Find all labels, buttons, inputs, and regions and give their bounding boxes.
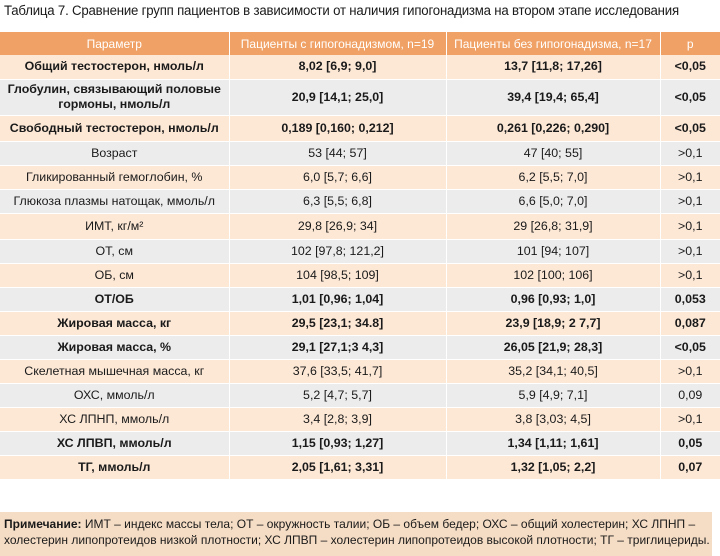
- table-row: Жировая масса, % 29,1 [27,1;3 4,3] 26,05 […: [0, 335, 720, 360]
- table-row: Общий тестостерон, нмоль/л 8,02 [6,9; 9,0…: [0, 55, 720, 80]
- cell-parameter: Скелетная мышечная масса, кг: [0, 359, 230, 384]
- cell-hypogonadism: 8,02 [6,9; 9,0]: [229, 55, 447, 80]
- cell-p-value: >0,1: [660, 359, 720, 384]
- cell-hypogonadism: 20,9 [14,1; 25,0]: [229, 79, 447, 116]
- cell-parameter: ОТ/ОБ: [0, 287, 230, 312]
- cell-p-value: <0,05: [660, 335, 720, 360]
- column-header-parameter: Параметр: [0, 32, 230, 55]
- cell-p-value: 0,087: [660, 311, 720, 336]
- cell-hypogonadism: 5,2 [4,7; 5,7]: [229, 383, 447, 408]
- table-row: ОХС, ммоль/л 5,2 [4,7; 5,7] 5,9 [4,9; 7,1]…: [0, 383, 720, 408]
- cell-parameter: ОХС, ммоль/л: [0, 383, 230, 408]
- cell-p-value: >0,1: [660, 213, 720, 240]
- cell-no-hypogonadism: 3,8 [3,03; 4,5]: [446, 407, 661, 432]
- cell-hypogonadism: 1,01 [0,96; 1,04]: [229, 287, 447, 312]
- table-row: ХС ЛПНП, ммоль/л 3,4 [2,8; 3,9] 3,8 [3,03;…: [0, 407, 720, 432]
- cell-p-value: >0,1: [660, 407, 720, 432]
- cell-p-value: <0,05: [660, 115, 720, 142]
- cell-hypogonadism: 29,5 [23,1; 34.8]: [229, 311, 447, 336]
- cell-hypogonadism: 0,189 [0,160; 0,212]: [229, 115, 447, 142]
- cell-no-hypogonadism: 5,9 [4,9; 7,1]: [446, 383, 661, 408]
- table-title: Таблица 7. Сравнение групп пациентов в з…: [4, 3, 679, 19]
- cell-no-hypogonadism: 101 [94; 107]: [446, 239, 661, 264]
- table-row: ОТ/ОБ 1,01 [0,96; 1,04] 0,96 [0,93; 1,0] 0,…: [0, 287, 720, 312]
- cell-p-value: >0,1: [660, 189, 720, 214]
- cell-hypogonadism: 6,3 [5,5; 6,8]: [229, 189, 447, 214]
- column-header-hypogonadism: Пациенты с гипогонадизмом, n=19: [229, 32, 447, 55]
- cell-no-hypogonadism: 0,96 [0,93; 1,0]: [446, 287, 661, 312]
- cell-no-hypogonadism: 35,2 [34,1; 40,5]: [446, 359, 661, 384]
- cell-parameter: ТГ, ммоль/л: [0, 455, 230, 480]
- cell-hypogonadism: 6,0 [5,7; 6,6]: [229, 165, 447, 190]
- cell-parameter: Свободный тестостерон, нмоль/л: [0, 115, 230, 142]
- cell-parameter: Жировая масса, %: [0, 335, 230, 360]
- table-header-row: Параметр Пациенты с гипогонадизмом, n=19…: [0, 32, 720, 55]
- cell-no-hypogonadism: 39,4 [19,4; 65,4]: [446, 79, 661, 116]
- cell-parameter: ХС ЛПНП, ммоль/л: [0, 407, 230, 432]
- table-row: ТГ, ммоль/л 2,05 [1,61; 3,31] 1,32 [1,05; …: [0, 455, 720, 480]
- cell-p-value: 0,07: [660, 455, 720, 480]
- table-row: Жировая масса, кг 29,5 [23,1; 34.8] 23,9 […: [0, 311, 720, 336]
- cell-p-value: >0,1: [660, 239, 720, 264]
- table-body: Общий тестостерон, нмоль/л 8,02 [6,9; 9,0…: [0, 55, 720, 480]
- cell-hypogonadism: 3,4 [2,8; 3,9]: [229, 407, 447, 432]
- cell-parameter: Глюкоза плазмы натощак, ммоль/л: [0, 189, 230, 214]
- comparison-table: Параметр Пациенты с гипогонадизмом, n=19…: [0, 32, 720, 480]
- table-row: ОБ, см 104 [98,5; 109] 102 [100; 106] >0,1: [0, 263, 720, 288]
- table-row: Глобулин, связывающий половые гормоны, н…: [0, 79, 720, 116]
- cell-no-hypogonadism: 29 [26,8; 31,9]: [446, 213, 661, 240]
- table-row: ИМТ, кг/м² 29,8 [26,9; 34] 29 [26,8; 31,9]…: [0, 213, 720, 240]
- cell-parameter: ОБ, см: [0, 263, 230, 288]
- cell-hypogonadism: 2,05 [1,61; 3,31]: [229, 455, 447, 480]
- cell-hypogonadism: 1,15 [0,93; 1,27]: [229, 431, 447, 456]
- cell-parameter: ОТ, см: [0, 239, 230, 264]
- cell-p-value: 0,053: [660, 287, 720, 312]
- table-row: Гликированный гемоглобин, % 6,0 [5,7; 6,6…: [0, 165, 720, 190]
- cell-no-hypogonadism: 23,9 [18,9; 2 7,7]: [446, 311, 661, 336]
- cell-hypogonadism: 104 [98,5; 109]: [229, 263, 447, 288]
- cell-parameter: ИМТ, кг/м²: [0, 213, 230, 240]
- note-text: ИМТ – индекс массы тела; ОТ – окружность…: [4, 517, 710, 547]
- cell-parameter: Жировая масса, кг: [0, 311, 230, 336]
- cell-p-value: <0,05: [660, 55, 720, 80]
- table-note: Примечание: ИМТ – индекс массы тела; ОТ …: [0, 512, 712, 556]
- cell-no-hypogonadism: 102 [100; 106]: [446, 263, 661, 288]
- cell-hypogonadism: 29,8 [26,9; 34]: [229, 213, 447, 240]
- cell-hypogonadism: 53 [44; 57]: [229, 141, 447, 166]
- note-label: Примечание:: [4, 517, 82, 531]
- cell-no-hypogonadism: 47 [40; 55]: [446, 141, 661, 166]
- column-header-no-hypogonadism: Пациенты без гипогонадизма, n=17: [446, 32, 661, 55]
- cell-hypogonadism: 37,6 [33,5; 41,7]: [229, 359, 447, 384]
- column-header-p-value: p: [660, 32, 720, 55]
- table-row: Скелетная мышечная масса, кг 37,6 [33,5; …: [0, 359, 720, 384]
- cell-p-value: <0,05: [660, 79, 720, 116]
- cell-hypogonadism: 29,1 [27,1;3 4,3]: [229, 335, 447, 360]
- table-row: ХС ЛПВП, ммоль/л 1,15 [0,93; 1,27] 1,34 [1…: [0, 431, 720, 456]
- cell-p-value: 0,05: [660, 431, 720, 456]
- cell-no-hypogonadism: 6,6 [5,0; 7,0]: [446, 189, 661, 214]
- cell-no-hypogonadism: 1,34 [1,11; 1,61]: [446, 431, 661, 456]
- cell-no-hypogonadism: 1,32 [1,05; 2,2]: [446, 455, 661, 480]
- cell-parameter: Возраст: [0, 141, 230, 166]
- cell-p-value: 0,09: [660, 383, 720, 408]
- table-row: Свободный тестостерон, нмоль/л 0,189 [0,1…: [0, 115, 720, 142]
- cell-p-value: >0,1: [660, 165, 720, 190]
- cell-parameter: Гликированный гемоглобин, %: [0, 165, 230, 190]
- cell-no-hypogonadism: 0,261 [0,226; 0,290]: [446, 115, 661, 142]
- cell-no-hypogonadism: 13,7 [11,8; 17,26]: [446, 55, 661, 80]
- cell-hypogonadism: 102 [97,8; 121,2]: [229, 239, 447, 264]
- cell-p-value: >0,1: [660, 141, 720, 166]
- cell-parameter: Общий тестостерон, нмоль/л: [0, 55, 230, 80]
- cell-no-hypogonadism: 6,2 [5,5; 7,0]: [446, 165, 661, 190]
- cell-parameter: Глобулин, связывающий половые гормоны, н…: [0, 79, 230, 116]
- cell-no-hypogonadism: 26,05 [21,9; 28,3]: [446, 335, 661, 360]
- table-row: ОТ, см 102 [97,8; 121,2] 101 [94; 107] >0,1: [0, 239, 720, 264]
- table-row: Глюкоза плазмы натощак, ммоль/л 6,3 [5,5;…: [0, 189, 720, 214]
- cell-parameter: ХС ЛПВП, ммоль/л: [0, 431, 230, 456]
- table-row: Возраст 53 [44; 57] 47 [40; 55] >0,1: [0, 141, 720, 166]
- cell-p-value: >0,1: [660, 263, 720, 288]
